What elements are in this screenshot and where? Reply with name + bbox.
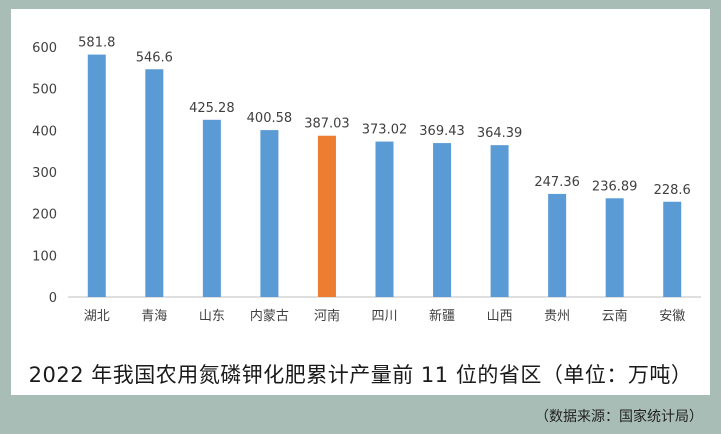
source-note: （数据来源：国家统计局） <box>535 409 703 425</box>
bar <box>663 201 682 297</box>
bar <box>260 130 279 297</box>
x-tick-label: 云南 <box>602 308 628 324</box>
bar <box>87 54 106 298</box>
bar <box>433 143 452 297</box>
x-tick-label: 河南 <box>314 308 340 324</box>
y-tick-label: 200 <box>32 208 57 223</box>
x-tick-label: 内蒙古 <box>250 308 289 324</box>
bar <box>202 119 221 297</box>
data-label: 425.28 <box>189 101 235 116</box>
data-label: 228.6 <box>654 183 691 198</box>
x-tick-label: 贵州 <box>544 309 570 324</box>
bar <box>317 135 336 297</box>
bar-chart: 0 100 200 300 400 500 600 581.8 湖北 546.6 青海 425.28 山… <box>32 36 701 324</box>
data-label: 373.02 <box>362 123 408 138</box>
data-label: 546.6 <box>136 50 173 65</box>
bar <box>490 145 509 297</box>
bar <box>375 141 394 297</box>
x-tick-label: 新疆 <box>429 308 455 324</box>
x-tick-label: 湖北 <box>84 309 110 324</box>
data-label: 247.36 <box>534 175 580 190</box>
data-label: 369.43 <box>419 124 465 139</box>
y-tick-label: 0 <box>49 291 57 306</box>
data-label: 364.39 <box>477 126 523 141</box>
x-tick-label: 四川 <box>371 309 397 324</box>
data-label: 387.03 <box>304 117 350 132</box>
data-label: 236.89 <box>592 179 638 194</box>
y-tick-label: 100 <box>32 249 57 264</box>
chart-title: 2022 年我国农用氮磷钾化肥累计产量前 11 位的省区（单位：万吨） <box>28 363 693 387</box>
data-label: 400.58 <box>247 111 293 126</box>
data-label: 581.8 <box>78 36 115 51</box>
x-tick-label: 青海 <box>141 309 167 324</box>
x-tick-label: 山西 <box>487 309 513 324</box>
y-tick-label: 300 <box>32 166 57 181</box>
bar <box>605 198 624 297</box>
y-tick-label: 500 <box>32 83 57 98</box>
x-tick-label: 山东 <box>199 309 225 324</box>
bar <box>548 193 567 297</box>
y-tick-label: 400 <box>32 124 57 139</box>
bar <box>145 69 164 297</box>
chart-card: 0 100 200 300 400 500 600 581.8 湖北 546.6 青海 425.28 山… <box>11 9 710 395</box>
y-tick-label: 600 <box>32 41 57 56</box>
x-tick-label: 安徽 <box>659 309 685 324</box>
